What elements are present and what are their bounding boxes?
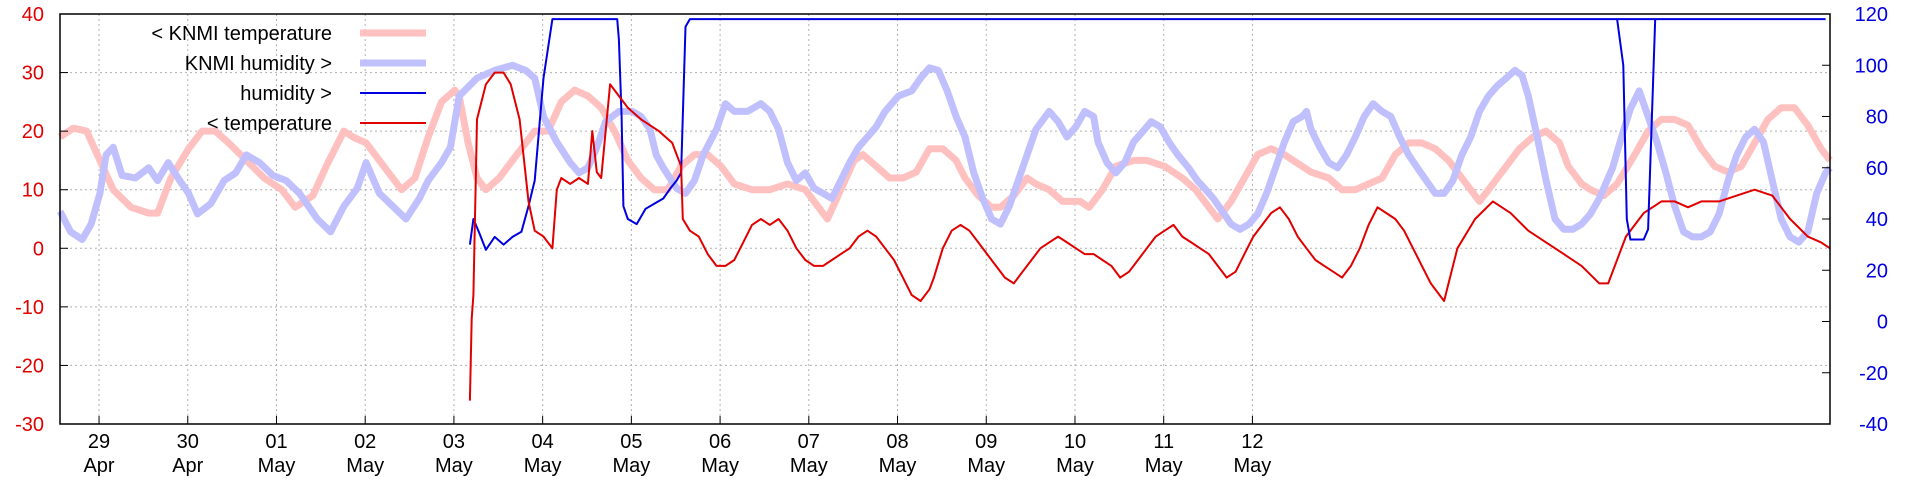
legend-label: humidity > bbox=[240, 83, 332, 105]
series-line-3 bbox=[468, 71, 1831, 401]
x-tick-label-month: May bbox=[1234, 455, 1272, 477]
left-tick-label: 40 bbox=[22, 4, 44, 26]
x-tick-label-month: May bbox=[346, 455, 384, 477]
left-tick-label: 30 bbox=[22, 63, 44, 85]
series-layer bbox=[56, 18, 1833, 401]
x-tick-label-month: May bbox=[612, 455, 650, 477]
series-line-2 bbox=[468, 18, 1826, 251]
legend-label: < KNMI temperature bbox=[151, 23, 332, 45]
right-tick-label: 80 bbox=[1866, 107, 1888, 129]
x-tick-label-day: 04 bbox=[532, 431, 554, 453]
left-axis: 40 30 20 10 0 -10 -20 -30 bbox=[15, 4, 68, 436]
x-tick-label-day: 07 bbox=[798, 431, 820, 453]
x-tick-label-day: 29 bbox=[88, 431, 110, 453]
left-tick-label: 0 bbox=[33, 238, 44, 260]
legend: < KNMI temperature KNMI humidity > humidit… bbox=[151, 23, 426, 135]
left-tick-label: 20 bbox=[22, 121, 44, 143]
x-tick-label-day: 06 bbox=[709, 431, 731, 453]
series-line-2b bbox=[1616, 18, 1657, 241]
x-tick-label-month: May bbox=[435, 455, 473, 477]
x-axis: 29Apr30Apr01May02May03May04May05May06May… bbox=[83, 416, 1271, 477]
series-line-0 bbox=[58, 86, 1833, 223]
x-tick-label-month: Apr bbox=[172, 455, 203, 477]
left-tick-label: -30 bbox=[15, 414, 44, 436]
right-tick-label: 100 bbox=[1855, 55, 1888, 77]
right-tick-label: -40 bbox=[1859, 414, 1888, 436]
left-tick-label: -10 bbox=[15, 297, 44, 319]
x-tick-label-day: 11 bbox=[1153, 431, 1174, 453]
right-tick-label: 40 bbox=[1866, 209, 1888, 231]
x-tick-label-day: 01 bbox=[265, 431, 287, 453]
x-tick-label-day: 05 bbox=[620, 431, 642, 453]
legend-label: < temperature bbox=[207, 113, 332, 135]
x-tick-label-day: 09 bbox=[975, 431, 997, 453]
x-tick-label-month: May bbox=[1145, 455, 1183, 477]
x-tick-label-day: 02 bbox=[354, 431, 376, 453]
plot-frame bbox=[59, 13, 1831, 425]
right-tick-label: -20 bbox=[1859, 363, 1888, 385]
x-tick-label-month: May bbox=[524, 455, 562, 477]
x-tick-label-month: May bbox=[967, 455, 1005, 477]
series-line-1 bbox=[56, 61, 1833, 246]
x-tick-label-day: 03 bbox=[443, 431, 465, 453]
x-tick-label-month: Apr bbox=[83, 455, 114, 477]
left-tick-label: -20 bbox=[15, 355, 44, 377]
right-tick-label: 120 bbox=[1855, 4, 1888, 26]
x-tick-label-day: 12 bbox=[1241, 431, 1263, 453]
x-tick-label-month: May bbox=[790, 455, 828, 477]
right-tick-label: 0 bbox=[1877, 312, 1888, 334]
grid bbox=[60, 14, 1830, 424]
x-tick-label-month: May bbox=[258, 455, 296, 477]
x-tick-label-month: May bbox=[879, 455, 917, 477]
x-tick-label-month: May bbox=[701, 455, 739, 477]
x-tick-label-month: May bbox=[1056, 455, 1094, 477]
right-axis: 120 100 80 60 40 20 0 -20 -40 bbox=[1822, 4, 1888, 436]
right-tick-label: 60 bbox=[1866, 158, 1888, 180]
right-tick-label: 20 bbox=[1866, 260, 1888, 282]
x-tick-label-day: 10 bbox=[1064, 431, 1086, 453]
legend-label: KNMI humidity > bbox=[185, 53, 332, 75]
x-tick-label-day: 30 bbox=[177, 431, 199, 453]
left-tick-label: 10 bbox=[22, 180, 44, 202]
x-tick-label-day: 08 bbox=[886, 431, 908, 453]
